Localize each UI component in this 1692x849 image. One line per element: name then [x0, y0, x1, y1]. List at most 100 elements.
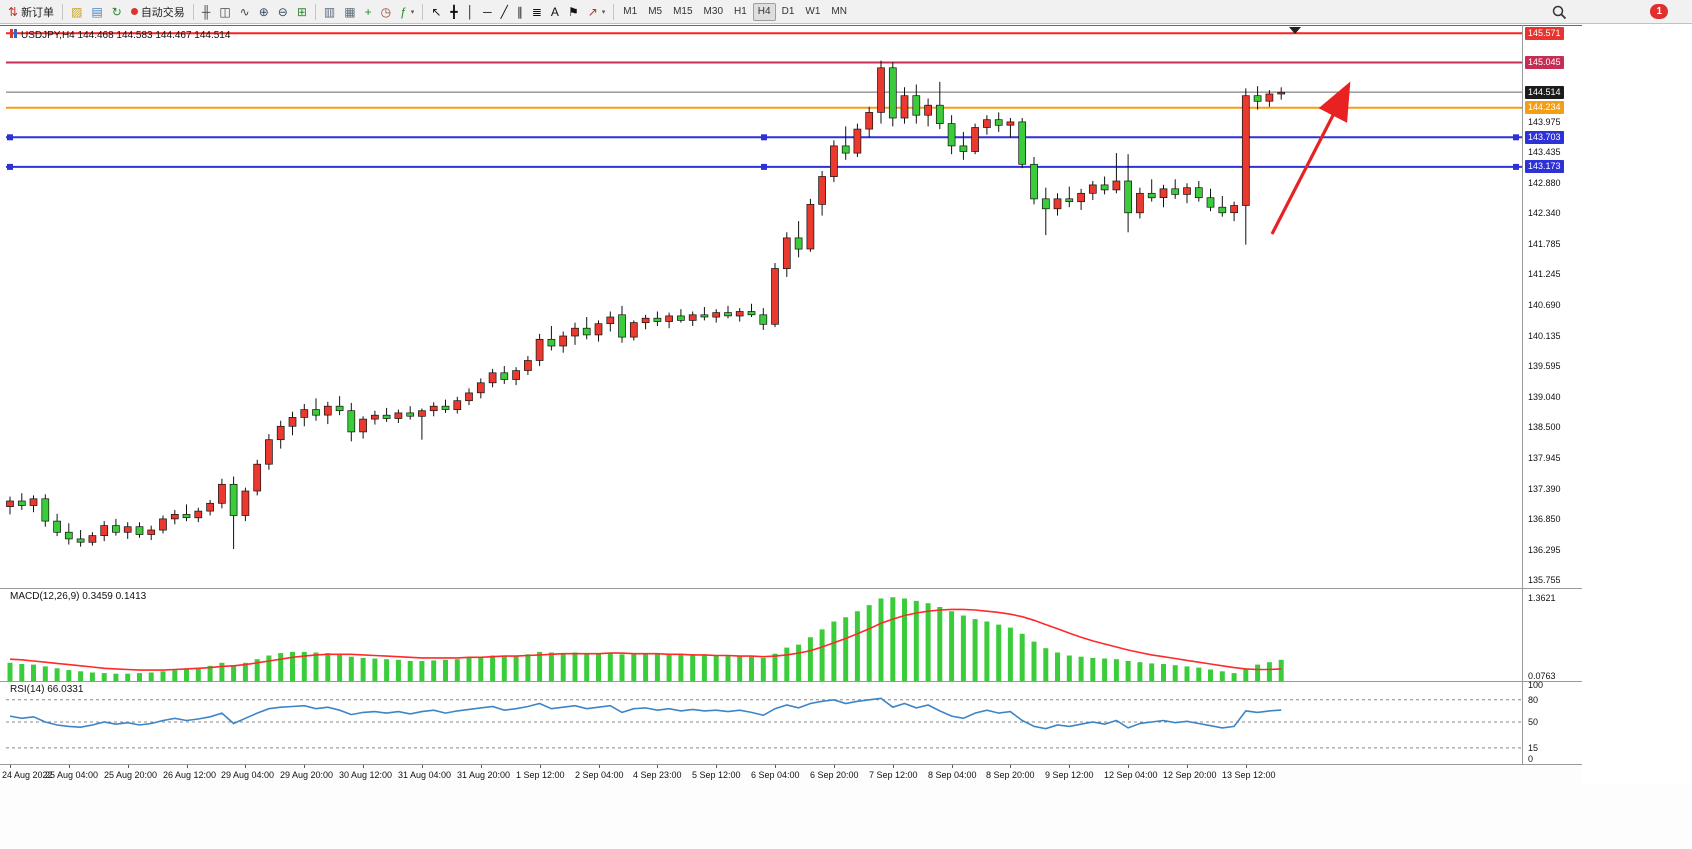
candle [688, 311, 697, 326]
label-button[interactable]: ⚑ [564, 2, 583, 22]
time-axis-tick [657, 765, 658, 768]
time-axis-label: 25 Aug 20:00 [104, 770, 158, 780]
time-axis-tick [128, 765, 129, 768]
line-handle[interactable] [7, 163, 13, 170]
candle [512, 367, 520, 386]
zoom-out-button[interactable]: ⊖ [274, 2, 292, 22]
vertical-line-button[interactable]: │ [463, 2, 479, 22]
chart-shift-marker[interactable] [1289, 27, 1301, 34]
candle [983, 115, 991, 135]
timeframe-w1-button[interactable]: W1 [800, 3, 825, 21]
timeframe-mn-button[interactable]: MN [826, 3, 852, 21]
candle [571, 322, 579, 345]
line-handle[interactable] [761, 134, 767, 141]
refresh-button[interactable]: ↻ [108, 2, 126, 22]
macd-panel[interactable] [6, 589, 1522, 681]
timeframe-h4-button[interactable]: H4 [752, 2, 776, 21]
zoom-out-icon: ⊖ [277, 4, 288, 19]
rsi-separator[interactable] [0, 681, 1582, 682]
candle [64, 523, 73, 545]
candle [265, 434, 273, 470]
timeframe-m5-button[interactable]: M5 [643, 3, 667, 21]
candle [900, 87, 909, 124]
cursor-button[interactable]: ↖ [427, 2, 445, 22]
price-axis-border [1522, 25, 1523, 765]
toolbar-separator [62, 3, 64, 20]
trend-arrow[interactable] [1270, 81, 1351, 235]
timeframe-m1-button[interactable]: M1 [618, 3, 642, 21]
tile-windows-button[interactable]: ⊞ [293, 2, 311, 22]
candle [1006, 118, 1015, 138]
candle [1253, 86, 1262, 110]
time-axis-label: 8 Sep 04:00 [928, 770, 977, 780]
time-axis-label: 13 Sep 12:00 [1222, 770, 1276, 780]
price-axis-label: 139.040 [1528, 392, 1561, 402]
chart-template-button[interactable]: ▨ [67, 2, 86, 22]
period-clock-button[interactable]: ◷ [377, 2, 395, 22]
candle [335, 396, 344, 416]
candle [359, 416, 367, 439]
time-axis-label: 4 Sep 23:00 [633, 770, 682, 780]
candlestick-mode-button[interactable]: ◫ [215, 2, 234, 22]
line-handle[interactable] [7, 134, 13, 141]
arrange-windows-button[interactable]: ▦ [340, 2, 359, 22]
notification-badge[interactable]: 1 [1650, 4, 1668, 19]
candle [959, 131, 968, 160]
macd-separator[interactable] [0, 588, 1582, 589]
candlestick-mode-icon: ◫ [219, 4, 231, 19]
timeframe-d1-button[interactable]: D1 [777, 3, 800, 21]
line-handle[interactable] [1513, 134, 1519, 141]
zoom-in-button[interactable]: ⊕ [255, 2, 273, 22]
time-axis-tick [1246, 765, 1247, 768]
search-button[interactable] [1546, 4, 1567, 22]
cascade-windows-button[interactable]: ▥ [320, 2, 339, 22]
candle [1112, 153, 1121, 194]
arrows-tool-button[interactable]: ↗ ▾ [584, 2, 610, 22]
candlestick-chart[interactable] [6, 26, 1522, 588]
timeframe-m30-button[interactable]: M30 [699, 3, 728, 21]
price-axis-label: 142.880 [1528, 178, 1561, 188]
time-axis-tick [69, 765, 70, 768]
auto-trading-status-icon [130, 8, 138, 15]
candle [1147, 179, 1156, 202]
line-handle[interactable] [1513, 163, 1519, 170]
price-axis-label: 137.390 [1528, 484, 1561, 494]
symbol-icon [10, 29, 18, 41]
ohlc-bars-button[interactable]: ╫ [198, 2, 215, 22]
candle [806, 198, 815, 252]
auto-trading-button[interactable]: 自动交易 [127, 2, 189, 22]
horizontal-line-button[interactable]: ─ [479, 2, 496, 22]
time-axis-label: 2 Sep 04:00 [575, 770, 624, 780]
line-chart-button[interactable]: ∿ [236, 2, 254, 22]
toolbar: ⇅ 新订单 ▨ ▤ ↻ 自动交易 ╫ ◫ ∿ ⊕ ⊖ ⊞ ▥ ▦ + ◷ ƒ ▾ ↖ ╋ │ ─ ╱ ∥ ≣ A ⚑ ↗ ▾ M1 M5 M1… [0, 0, 1692, 24]
candle [382, 407, 391, 422]
text-button[interactable]: A [547, 2, 563, 22]
candle [17, 493, 26, 510]
time-axis[interactable]: 24 Aug 2022 25 Aug 04:00 25 Aug 20:00 26 Au… [0, 765, 1582, 785]
crosshair-button[interactable]: ╋ [446, 2, 461, 22]
time-axis-tick [775, 765, 776, 768]
time-axis-label: 6 Sep 04:00 [751, 770, 800, 780]
candle [500, 366, 509, 384]
time-axis-label: 24 Aug 2022 [2, 770, 53, 780]
indicators-button[interactable]: ƒ ▾ [396, 2, 418, 22]
toolbar-separator [422, 3, 424, 20]
price-axis-label: 141.245 [1528, 269, 1561, 279]
trendline-button[interactable]: ╱ [497, 2, 512, 22]
fibonacci-icon: ≣ [531, 4, 542, 19]
timeframe-m15-button[interactable]: M15 [668, 3, 697, 21]
price-axis[interactable]: 145.571 145.045 144.514 144.234 143.975 143.7… [1523, 0, 1583, 785]
channel-button[interactable]: ∥ [513, 2, 527, 22]
line-handle[interactable] [761, 163, 767, 170]
fibonacci-button[interactable]: ≣ [528, 2, 546, 22]
new-chart-button[interactable]: + [361, 2, 376, 22]
profiles-button[interactable]: ▤ [87, 2, 106, 22]
new-order-button[interactable]: ⇅ 新订单 [4, 2, 58, 22]
time-axis-label: 1 Sep 12:00 [516, 770, 565, 780]
time-axis-tick [893, 765, 894, 768]
time-axis-tick [1187, 765, 1188, 768]
arrows-tool-icon: ↗ [587, 4, 598, 19]
rsi-panel[interactable] [6, 682, 1522, 764]
timeframe-h1-button[interactable]: H1 [729, 3, 752, 21]
